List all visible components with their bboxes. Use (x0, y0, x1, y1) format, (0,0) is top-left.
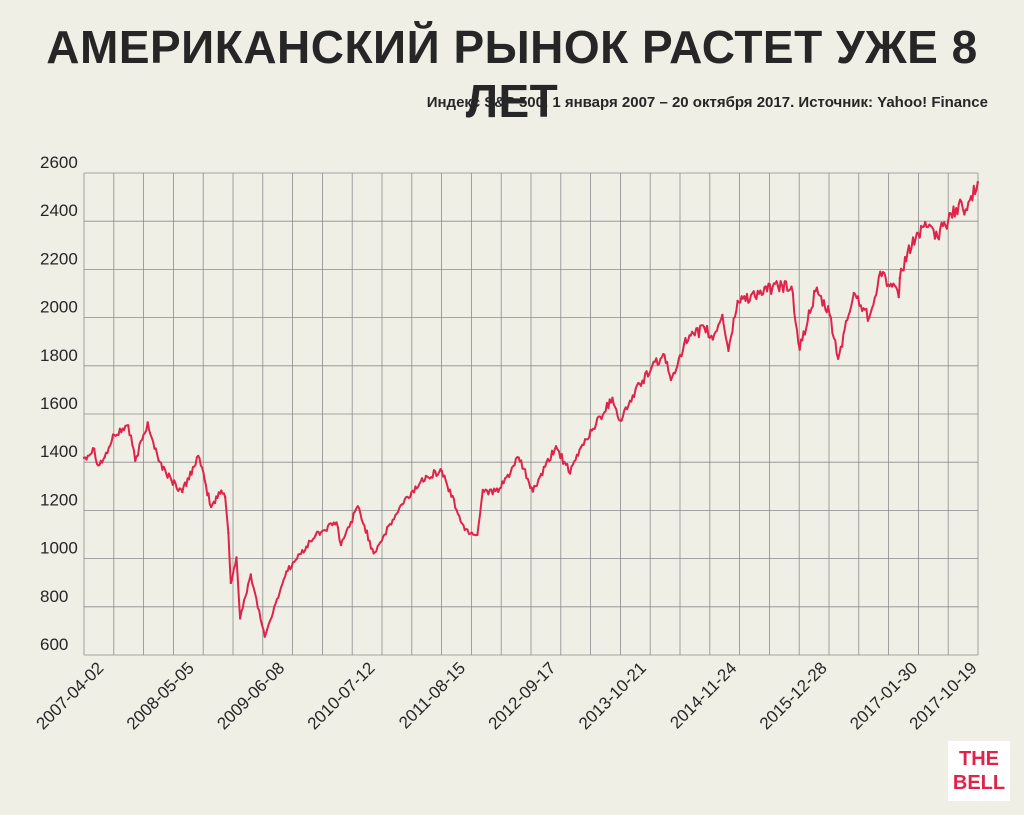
data-point (476, 533, 479, 536)
data-point (92, 447, 96, 450)
data-point (531, 490, 535, 493)
data-point (314, 534, 317, 537)
data-point (923, 220, 927, 224)
data-point (814, 290, 817, 293)
y-tick-label: 2400 (40, 201, 78, 220)
data-point (721, 313, 724, 317)
y-tick-label: 1600 (40, 394, 78, 413)
data-point (400, 503, 404, 506)
data-point (727, 349, 730, 353)
data-point (711, 338, 715, 341)
data-point (134, 459, 137, 462)
x-tick-label: 2013-10-21 (575, 658, 650, 733)
data-point (976, 180, 979, 184)
data-point (836, 357, 840, 361)
data-point (339, 543, 343, 547)
x-tick-label: 2009-06-08 (213, 658, 288, 733)
the-bell-logo: THE BELL (948, 741, 1010, 801)
series-layer (82, 180, 979, 638)
data-point (424, 474, 428, 478)
x-tick-label: 2011-08-15 (395, 658, 469, 732)
grid (83, 172, 979, 656)
data-point (146, 421, 149, 424)
data-point (356, 505, 359, 508)
data-point (497, 490, 500, 494)
data-point (669, 378, 673, 382)
x-axis-ticks: 2007-04-02 2008-05-05 2009-06-08 2010-07-12… (33, 658, 981, 733)
y-tick-label: 1800 (40, 346, 78, 365)
data-point (481, 488, 485, 492)
data-point (618, 419, 622, 422)
data-point (703, 326, 706, 329)
x-tick-label: 2010-07-12 (304, 658, 379, 733)
data-point (611, 396, 614, 400)
data-point (868, 316, 871, 319)
data-point (227, 531, 230, 535)
data-point (170, 479, 173, 482)
data-point (554, 445, 558, 448)
data-point (568, 472, 572, 475)
data-point (238, 617, 242, 620)
data-point (963, 213, 966, 216)
x-tick-label: 2008-05-05 (123, 658, 198, 733)
data-point (736, 299, 739, 303)
data-point (229, 581, 233, 585)
data-point (662, 353, 665, 356)
data-point (798, 348, 801, 351)
data-point (960, 200, 963, 204)
data-point (103, 456, 106, 459)
y-tick-label: 2200 (40, 249, 78, 268)
data-point (220, 489, 223, 492)
logo-line-2: BELL (952, 772, 1006, 794)
data-point (579, 446, 583, 449)
y-tick-label: 1200 (40, 490, 78, 509)
data-point (776, 284, 780, 288)
data-point (933, 237, 937, 240)
y-tick-label: 2000 (40, 298, 78, 317)
data-point (897, 295, 900, 299)
data-point (126, 424, 130, 427)
data-point (852, 291, 856, 295)
y-tick-label: 1400 (40, 442, 78, 461)
data-point (682, 342, 686, 346)
data-point (879, 270, 882, 274)
series-line (83, 182, 979, 638)
y-tick-label: 800 (40, 587, 68, 606)
y-tick-label: 600 (40, 635, 68, 654)
data-point (223, 495, 227, 499)
data-point (790, 285, 793, 288)
data-point (638, 382, 641, 386)
logo-line-1: THE (959, 748, 999, 770)
data-point (263, 635, 267, 638)
data-point (372, 552, 375, 555)
x-tick-label: 2012-09-17 (485, 658, 560, 733)
y-tick-label: 1000 (40, 539, 78, 558)
x-tick-label: 2014-11-24 (666, 658, 740, 732)
x-tick-label: 2015-12-28 (756, 658, 831, 733)
data-point (197, 454, 200, 458)
data-point (906, 251, 909, 254)
y-axis-ticks: 600 800 1000 1200 1400 1600 1800 2000 2200 2400 26… (40, 153, 78, 654)
data-point (181, 490, 184, 494)
data-point (463, 528, 466, 532)
data-point (82, 456, 86, 460)
data-point (440, 469, 444, 473)
data-point (249, 573, 252, 576)
data-point (97, 464, 100, 467)
data-point (828, 313, 831, 316)
chart-subtitle: Индекс S&P 500, 1 января 2007 – 20 октяб… (426, 94, 988, 111)
chart-title: АМЕРИКАНСКИЙ РЫНОК РАСТЕТ УЖЕ 8 ЛЕТ (46, 21, 978, 127)
data-point (235, 556, 238, 559)
data-point (898, 277, 902, 280)
data-point (335, 521, 338, 524)
y-tick-label: 2600 (40, 153, 78, 172)
data-point (113, 434, 116, 437)
x-tick-label: 2007-04-02 (33, 658, 108, 733)
data-point (285, 570, 288, 573)
data-point (209, 505, 213, 509)
data-point (157, 459, 160, 462)
data-point (517, 456, 520, 459)
